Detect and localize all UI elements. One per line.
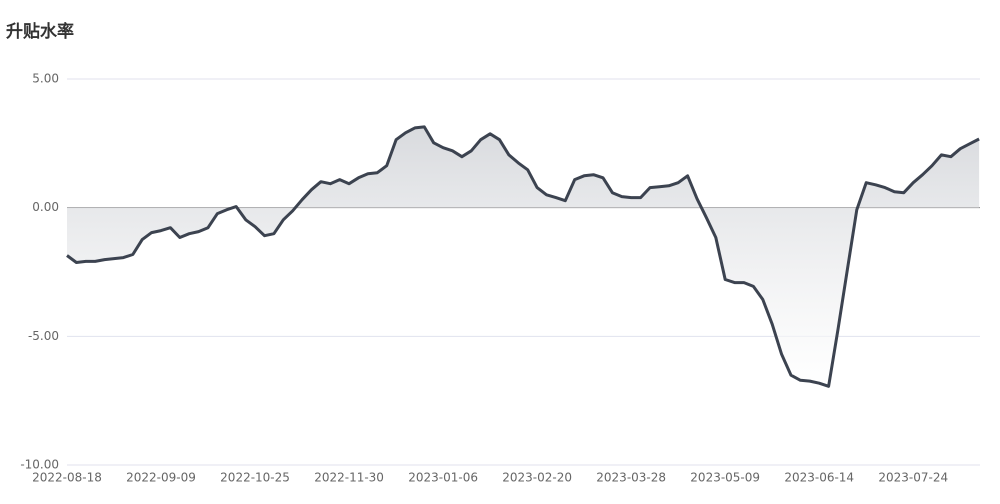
x-tick-label: 2023-03-28: [596, 471, 666, 485]
area-fill: [67, 126, 980, 387]
x-tick-label: 2023-05-09: [690, 471, 760, 485]
y-tick-label: -5.00: [28, 329, 59, 343]
x-tick-label: 2022-09-09: [126, 471, 196, 485]
x-tick-label: 2022-11-30: [314, 471, 384, 485]
x-tick-label: 2023-06-14: [784, 471, 854, 485]
chart-title: 升贴水率: [6, 21, 74, 42]
x-tick-label: 2022-10-25: [220, 471, 290, 485]
y-tick-label: -10.00: [20, 458, 59, 472]
line: [66, 125, 980, 388]
y-tick-label: 0.00: [32, 200, 59, 214]
x-tick-label: 2023-02-20: [502, 471, 572, 485]
x-tick-label: 2023-07-24: [878, 471, 948, 485]
y-tick-label: 5.00: [32, 72, 59, 86]
x-tick-label: 2023-01-06: [408, 471, 478, 485]
x-tick-label: 2022-08-18: [32, 471, 102, 485]
